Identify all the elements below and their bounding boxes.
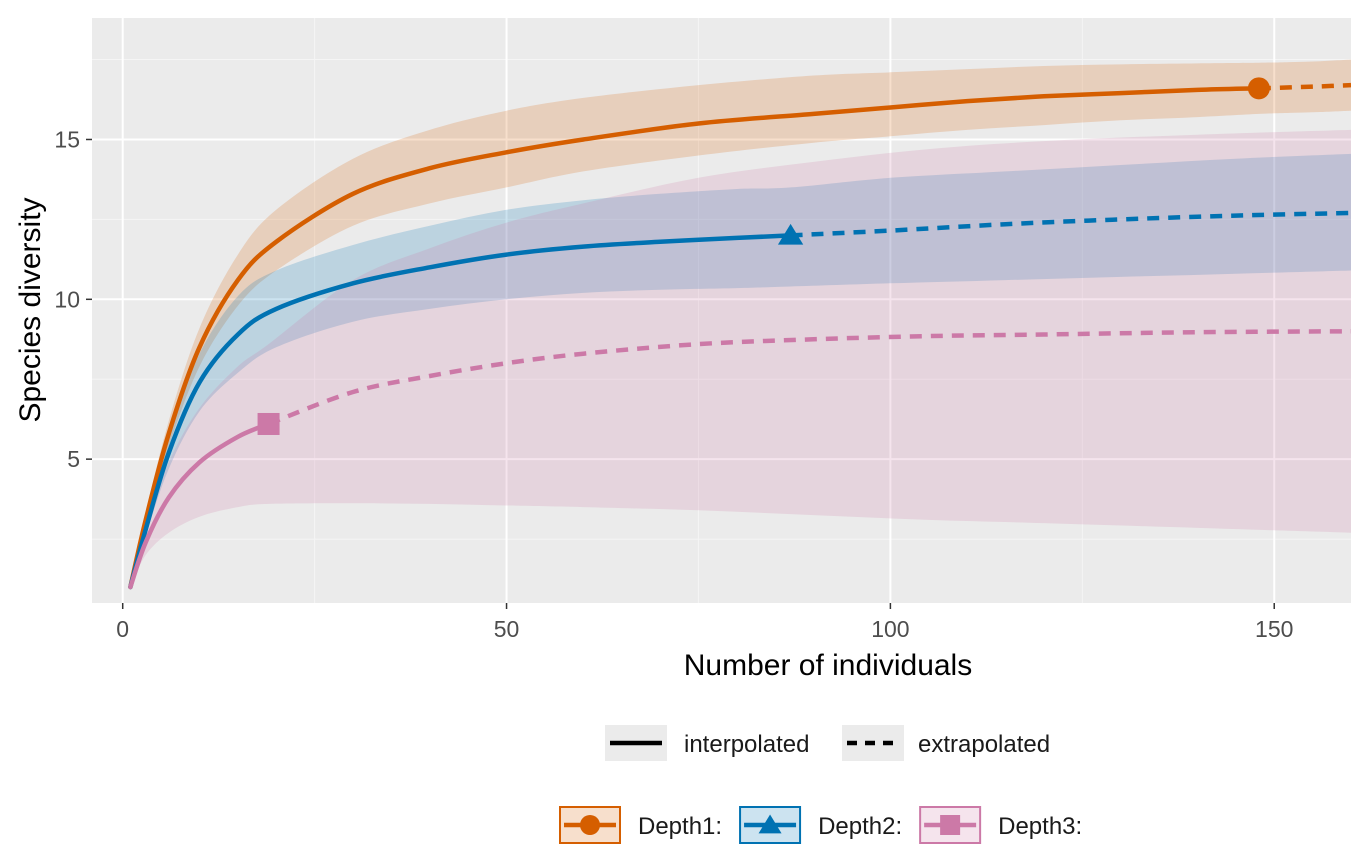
legend-label-interpolated: interpolated — [684, 731, 809, 758]
x-axis-ticks: 0 50 100 150 — [116, 603, 1293, 642]
observed-markers — [257, 77, 1270, 435]
line-interpolated-depth2 — [128, 233, 793, 590]
plot-panel — [92, 18, 1351, 603]
legend-label-extrapolated: extrapolated — [918, 731, 1050, 758]
ribbon-depth3 — [130, 129, 1351, 587]
y-axis-ticks: 5 10 15 — [54, 126, 92, 472]
line-extrapolated-depth3 — [267, 329, 1351, 427]
line-interpolated-depth3 — [128, 421, 271, 590]
minor-gridlines — [92, 18, 1351, 603]
confidence-ribbons — [130, 59, 1351, 588]
line-type-legend: interpolated extrapolated — [605, 725, 1050, 761]
series-lines — [128, 82, 1351, 590]
y-axis-title: Species diversity — [14, 197, 47, 422]
legend-key-marker — [940, 815, 961, 835]
legend-key-marker — [580, 815, 600, 835]
line-extrapolated-depth2 — [790, 210, 1351, 238]
series-legend: Depth1: Depth2: Depth3: — [559, 806, 1082, 844]
y-tick-label: 10 — [54, 286, 80, 312]
legend-label-depth2: Depth2: — [818, 813, 902, 840]
x-tick-label: 100 — [871, 616, 909, 642]
ribbon-depth2 — [130, 153, 1351, 587]
y-tick-label: 15 — [54, 126, 80, 152]
legend-key-depth3 — [919, 806, 982, 844]
observed-point-depth3 — [257, 412, 280, 435]
observed-point-depth2 — [777, 223, 804, 245]
line-interpolated-depth1 — [128, 86, 1262, 590]
x-tick-label: 150 — [1255, 616, 1293, 642]
legend-key-marker — [758, 814, 782, 834]
line-extrapolated-depth1 — [1258, 82, 1351, 91]
ribbon-depth1 — [130, 59, 1351, 588]
observed-point-depth1 — [1247, 77, 1270, 100]
legend-key-depth1 — [559, 806, 621, 844]
x-tick-label: 0 — [116, 616, 129, 642]
legend-label-depth3: Depth3: — [998, 813, 1082, 840]
y-tick-label: 5 — [67, 446, 80, 472]
legend-key-depth2 — [739, 806, 802, 844]
major-gridlines — [92, 18, 1351, 603]
legend-label-depth1: Depth1: — [638, 813, 722, 840]
x-tick-label: 50 — [494, 616, 520, 642]
x-axis-title: Number of individuals — [684, 649, 972, 682]
